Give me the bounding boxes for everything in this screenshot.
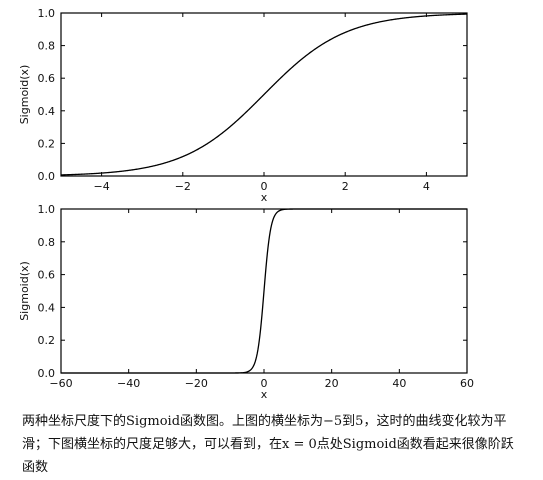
x-tick-label: −20 bbox=[185, 377, 208, 390]
x-axis-label: x bbox=[261, 191, 268, 204]
y-tick-label: 1.0 bbox=[38, 7, 56, 20]
y-tick-label: 0.6 bbox=[38, 269, 56, 282]
y-tick-label: 0.2 bbox=[38, 137, 56, 150]
y-tick-label: 0.6 bbox=[38, 72, 56, 85]
y-tick-label: 0.8 bbox=[38, 236, 56, 249]
y-tick-label: 0.4 bbox=[38, 301, 56, 314]
y-tick-label: 0.0 bbox=[38, 170, 56, 183]
y-tick-label: 0.0 bbox=[38, 367, 56, 380]
figure-caption: 两种坐标尺度下的Sigmoid函数图。上图的横坐标为−5到5，这时的曲线变化较为… bbox=[22, 414, 514, 475]
x-tick-label: 0 bbox=[261, 180, 268, 193]
x-tick-label: 2 bbox=[342, 180, 349, 193]
x-tick-label: 60 bbox=[460, 377, 474, 390]
y-tick-label: 0.2 bbox=[38, 334, 56, 347]
sigmoid-curve bbox=[61, 208, 467, 374]
y-axis-label: Sigmoid(x) bbox=[18, 261, 31, 321]
y-axis-label: Sigmoid(x) bbox=[18, 65, 31, 125]
y-tick-label: 1.0 bbox=[38, 203, 56, 216]
figure: −4 −2 0 2 40.00.20.40.60.81.0xSigmoid(x)−60−… bbox=[18, 7, 474, 401]
y-tick-label: 0.4 bbox=[38, 105, 56, 118]
x-tick-label: 40 bbox=[392, 377, 406, 390]
x-tick-label: −60 bbox=[49, 377, 72, 390]
y-tick-label: 0.8 bbox=[38, 40, 56, 53]
x-tick-label: −2 bbox=[175, 180, 191, 193]
x-tick-label: 0 bbox=[261, 377, 268, 390]
x-tick-label: −4 bbox=[93, 180, 109, 193]
sigmoid-curve bbox=[60, 13, 468, 176]
subplot-1: −4 −2 0 2 4 0.0 0.2 0.4 0.6 0.8 1.0 x Sigmoid(x) bbox=[18, 7, 468, 204]
subplot-2: −60 −40 −20 0 20 40 60 0.0 0.2 0.4 0.6 0.8 1.0 x Sigmo… bbox=[18, 203, 474, 401]
x-axis-label: x bbox=[261, 388, 268, 401]
x-tick-label: −40 bbox=[117, 377, 140, 390]
x-tick-label: 20 bbox=[325, 377, 339, 390]
x-tick-label: 4 bbox=[423, 180, 430, 193]
